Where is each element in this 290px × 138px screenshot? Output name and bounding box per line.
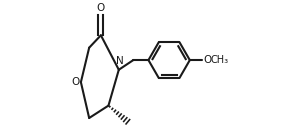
Text: O: O <box>97 2 105 13</box>
Text: CH₃: CH₃ <box>211 55 229 65</box>
Text: N: N <box>116 56 124 66</box>
Text: O: O <box>203 55 212 65</box>
Text: O: O <box>71 77 79 87</box>
